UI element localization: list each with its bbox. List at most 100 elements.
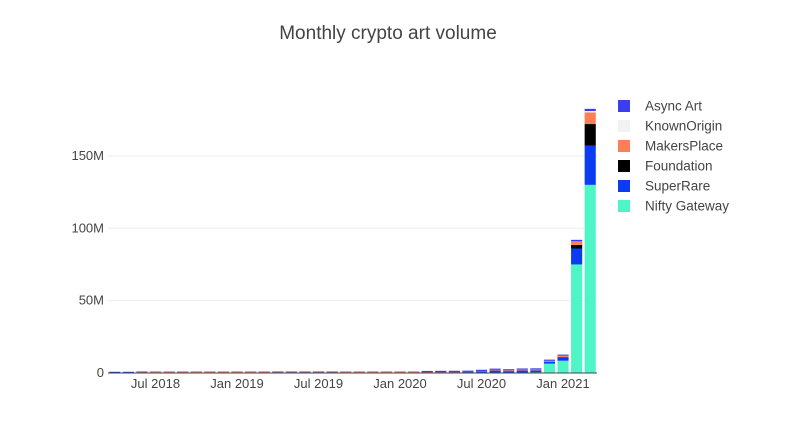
y-tick-label: 0	[97, 365, 104, 380]
bar-segment[interactable]	[435, 371, 447, 373]
bar-segment[interactable]	[435, 370, 447, 372]
x-axis-ticks: Jul 2018 Jan 2019 Jul 2019 Jan 2020 Jul 2020…	[131, 376, 590, 391]
legend-swatch	[618, 140, 630, 152]
legend-label: Async Art	[645, 99, 702, 114]
bar-segment[interactable]	[285, 371, 297, 373]
bar-segment[interactable]	[258, 371, 270, 373]
bar-segment[interactable]	[421, 370, 433, 373]
bar-segment[interactable]	[326, 371, 338, 373]
bar-segment[interactable]	[408, 371, 420, 373]
bars[interactable]	[109, 108, 596, 373]
x-tick-label: Jan 2019	[210, 376, 264, 391]
legend[interactable]: Async Art KnownOrigin MakersPlace Foundatio…	[618, 99, 729, 214]
bar-segment[interactable]	[530, 371, 542, 373]
bar-segment[interactable]	[557, 360, 569, 373]
legend-swatch	[618, 180, 630, 192]
bar-segment[interactable]	[136, 371, 148, 373]
y-tick-label: 150M	[71, 148, 104, 163]
bar-segment[interactable]	[530, 368, 542, 370]
legend-swatch	[618, 200, 630, 212]
bar-segment[interactable]	[149, 371, 162, 373]
bar-segment[interactable]	[272, 371, 284, 373]
y-tick-label: 50M	[79, 293, 104, 308]
bar-segment[interactable]	[136, 371, 148, 373]
bar-segment[interactable]	[543, 361, 556, 364]
bar-segment[interactable]	[503, 369, 515, 371]
bar-segment[interactable]	[204, 371, 216, 373]
bar-segment[interactable]	[584, 184, 596, 373]
bar-segment[interactable]	[217, 371, 230, 373]
bar-segment[interactable]	[299, 371, 311, 373]
x-tick-label: Jul 2019	[294, 376, 343, 391]
bar-segment[interactable]	[557, 357, 569, 361]
bar-segment[interactable]	[584, 111, 596, 113]
bar-segment[interactable]	[557, 355, 569, 358]
bar-segment[interactable]	[584, 124, 596, 146]
bar-segment[interactable]	[312, 371, 325, 373]
bar-segment[interactable]	[272, 371, 284, 373]
bar-segment[interactable]	[312, 371, 325, 373]
bar-segment[interactable]	[571, 242, 583, 245]
bar-segment[interactable]	[340, 371, 352, 373]
x-tick-label: Jan 2021	[536, 376, 590, 391]
grid-lines	[108, 155, 597, 302]
bar-segment[interactable]	[489, 370, 501, 373]
bar-segment[interactable]	[394, 371, 406, 373]
bar-segment[interactable]	[584, 145, 596, 185]
legend-item[interactable]: Foundation	[618, 159, 713, 174]
bar-segment[interactable]	[503, 371, 515, 373]
bar-segment[interactable]	[516, 370, 528, 373]
bar-segment[interactable]	[543, 360, 556, 362]
bar-segment[interactable]	[122, 371, 134, 373]
bar-segment[interactable]	[245, 371, 257, 373]
x-tick-label: Jul 2018	[131, 376, 180, 391]
bar-segment[interactable]	[163, 371, 175, 373]
legend-item[interactable]: Nifty Gateway	[618, 199, 729, 214]
bar-segment[interactable]	[109, 371, 121, 373]
bar-segment[interactable]	[380, 371, 393, 373]
bar-segment[interactable]	[543, 359, 556, 361]
legend-label: MakersPlace	[645, 139, 723, 154]
legend-label: SuperRare	[645, 179, 710, 194]
bar-segment[interactable]	[462, 371, 474, 373]
bar-segment[interactable]	[571, 239, 583, 242]
legend-item[interactable]: SuperRare	[618, 179, 710, 194]
bar-segment[interactable]	[448, 370, 460, 372]
bar-segment[interactable]	[571, 244, 583, 249]
bar-segment[interactable]	[462, 370, 474, 372]
x-tick-label: Jan 2020	[373, 376, 427, 391]
bar-segment[interactable]	[367, 371, 379, 373]
bar-segment[interactable]	[530, 369, 542, 371]
bar-segment[interactable]	[543, 363, 556, 373]
bar-segment[interactable]	[475, 369, 488, 371]
bar-segment[interactable]	[530, 370, 542, 373]
legend-swatch	[618, 100, 630, 112]
bar-segment[interactable]	[475, 371, 488, 373]
bar-segment[interactable]	[584, 112, 596, 125]
chart-title: Monthly crypto art volume	[279, 23, 497, 44]
bar-segment[interactable]	[285, 371, 297, 373]
bar-segment[interactable]	[557, 354, 569, 356]
legend-item[interactable]: KnownOrigin	[618, 119, 722, 134]
legend-item[interactable]: Async Art	[618, 99, 702, 114]
bar-segment[interactable]	[516, 369, 528, 371]
bar-segment[interactable]	[231, 371, 243, 373]
legend-label: Nifty Gateway	[645, 199, 729, 214]
bar-segment[interactable]	[353, 371, 365, 373]
bar-segment[interactable]	[584, 108, 596, 112]
x-tick-label: Jul 2020	[457, 376, 506, 391]
bar-segment[interactable]	[326, 371, 338, 373]
bar-segment[interactable]	[177, 371, 189, 373]
legend-label: Foundation	[645, 159, 713, 174]
bar-segment[interactable]	[571, 264, 583, 373]
bar-segment[interactable]	[516, 368, 528, 370]
bar-segment[interactable]	[571, 248, 583, 265]
legend-swatch	[618, 160, 630, 172]
legend-item[interactable]: MakersPlace	[618, 139, 723, 154]
bar-segment[interactable]	[190, 371, 202, 373]
bar-segment[interactable]	[299, 371, 311, 373]
bar-segment[interactable]	[489, 368, 501, 370]
bar-segment[interactable]	[448, 371, 460, 373]
legend-label: KnownOrigin	[645, 119, 722, 134]
